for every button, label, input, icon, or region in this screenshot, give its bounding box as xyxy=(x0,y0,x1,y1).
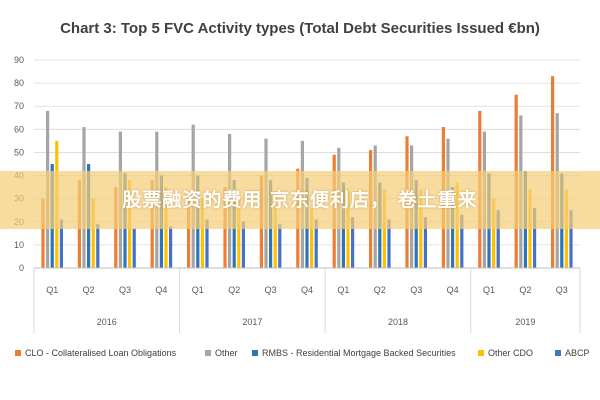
x-tick-label: Q2 xyxy=(228,285,240,295)
bar xyxy=(241,221,245,268)
legend-label: ABCP xyxy=(565,348,590,358)
bar xyxy=(205,219,209,268)
bar xyxy=(59,219,63,268)
bar xyxy=(91,198,95,268)
bar xyxy=(314,219,318,268)
bar xyxy=(569,210,573,268)
y-tick-label: 50 xyxy=(14,147,24,157)
x-tick-label: Q3 xyxy=(556,285,568,295)
x-tick-label: Q1 xyxy=(192,285,204,295)
bar xyxy=(132,228,136,268)
x-tick-label: Q3 xyxy=(265,285,277,295)
x-group-label: 2019 xyxy=(515,317,535,327)
x-group-label: 2017 xyxy=(242,317,262,327)
x-group-label: 2016 xyxy=(97,317,117,327)
bar xyxy=(200,198,204,268)
legend-label: Other xyxy=(215,348,238,358)
y-tick-label: 0 xyxy=(19,263,24,273)
x-tick-label: Q1 xyxy=(46,285,58,295)
bar xyxy=(41,198,45,268)
y-tick-label: 90 xyxy=(14,55,24,65)
x-group-label: 2018 xyxy=(388,317,408,327)
legend-swatch xyxy=(15,350,21,356)
x-tick-label: Q4 xyxy=(155,285,167,295)
legend-swatch xyxy=(478,350,484,356)
legend-label: Other CDO xyxy=(488,348,533,358)
x-tick-label: Q4 xyxy=(447,285,459,295)
x-tick-label: Q3 xyxy=(410,285,422,295)
x-tick-label: Q4 xyxy=(301,285,313,295)
legend-swatch xyxy=(205,350,211,356)
legend-label: RMBS - Residential Mortgage Backed Secur… xyxy=(262,348,456,358)
x-tick-label: Q3 xyxy=(119,285,131,295)
bar xyxy=(187,191,191,268)
bar xyxy=(273,191,277,268)
bar xyxy=(533,207,537,268)
bar xyxy=(310,207,314,268)
bar xyxy=(387,219,391,268)
bar xyxy=(278,224,282,268)
y-tick-label: 70 xyxy=(14,101,24,111)
bar xyxy=(169,226,173,268)
x-tick-label: Q1 xyxy=(483,285,495,295)
legend-swatch xyxy=(252,350,258,356)
bar xyxy=(496,210,500,268)
bar xyxy=(351,217,355,268)
bar xyxy=(460,214,464,268)
y-axis-ticks: 0102030405060708090 xyxy=(14,55,24,273)
x-tick-label: Q2 xyxy=(83,285,95,295)
watermark-band xyxy=(0,171,600,229)
x-axis: Q1 Q2 Q3 Q4 Q1 Q2 Q3 Q4 Q1 Q2 Q3 Q4 Q1 Q2 Q3 2016 2017 20… xyxy=(33,267,581,333)
y-tick-label: 80 xyxy=(14,78,24,88)
legend-swatch xyxy=(555,350,561,356)
y-tick-label: 10 xyxy=(14,240,24,250)
y-tick-label: 60 xyxy=(14,124,24,134)
bar xyxy=(492,198,496,268)
x-tick-label: Q2 xyxy=(519,285,531,295)
legend-label: CLO - Collateralised Loan Obligations xyxy=(25,348,177,358)
chart-title: Chart 3: Top 5 FVC Activity types (Total… xyxy=(60,20,540,37)
bar xyxy=(237,198,241,268)
watermark-text: 股票融资的费用 京东便利店， 卷土重来 xyxy=(122,189,478,211)
bar xyxy=(423,217,427,268)
bar xyxy=(96,224,100,268)
legend: CLO - Collateralised Loan Obligations Oth… xyxy=(15,348,590,358)
x-tick-label: Q2 xyxy=(374,285,386,295)
x-tick-label: Q1 xyxy=(337,285,349,295)
